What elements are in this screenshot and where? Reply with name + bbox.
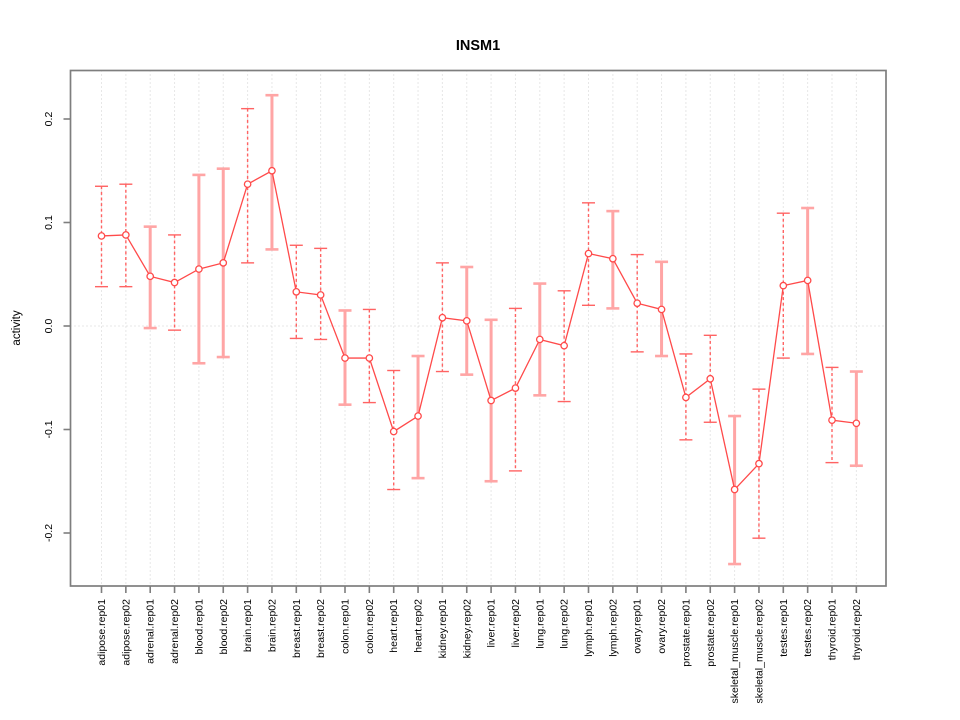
data-point-marker [730, 485, 739, 494]
x-tick-label: testes.rep01 [778, 599, 790, 657]
x-tick-label: blood.rep01 [193, 599, 205, 655]
x-tick-label: adrenal.rep02 [169, 599, 181, 664]
x-tick-label: thyroid.rep01 [827, 599, 839, 660]
data-point-marker [633, 299, 642, 308]
data-point-marker [828, 416, 836, 425]
error-bar [387, 369, 401, 491]
data-point-marker [365, 354, 374, 362]
x-tick-label: ovary.rep01 [632, 599, 644, 654]
x-tick-label: adipose.rep02 [120, 599, 132, 666]
error-bar [557, 290, 571, 403]
y-tick-label: 0.1 [43, 215, 55, 230]
data-point-marker [657, 305, 666, 314]
error-bar [825, 366, 839, 464]
y-tick-label: -0.1 [43, 420, 55, 438]
data-point-marker [584, 249, 593, 258]
data-point-marker [316, 291, 325, 299]
data-point-marker [803, 276, 812, 285]
data-point-marker [560, 341, 569, 350]
x-tick-label: colon.rep02 [364, 599, 376, 654]
x-tick-label: breast.rep01 [291, 599, 303, 658]
x-tick-label: colon.rep01 [340, 599, 352, 654]
chart-title: INSM1 [456, 38, 500, 54]
grid-layer [70, 70, 886, 586]
data-point-marker [414, 412, 422, 420]
data-point-marker [706, 374, 715, 383]
x-tick-label: kidney.rep02 [461, 599, 473, 659]
error-bar [776, 212, 790, 359]
error-bars-layer [95, 93, 863, 566]
data-point-marker [852, 419, 861, 428]
x-tick-label: lymph.rep02 [607, 599, 619, 657]
plot-border [69, 69, 887, 587]
data-point-marker [268, 166, 276, 175]
x-tick-label: prostate.rep02 [705, 599, 717, 667]
data-point-marker [779, 281, 788, 290]
data-point-marker [122, 231, 130, 239]
error-bar [630, 253, 644, 353]
series-line [101, 169, 857, 491]
series-layer [97, 166, 861, 494]
data-point-marker [511, 384, 520, 392]
data-point-marker [755, 459, 763, 468]
data-point-marker [535, 335, 544, 344]
x-tick-label: brain.rep01 [242, 599, 254, 652]
x-tick-label: blood.rep02 [218, 599, 230, 655]
y-tick-label: 0.2 [43, 112, 55, 127]
x-tick-label: thyroid.rep02 [851, 599, 863, 660]
error-bar [703, 334, 717, 423]
y-tick-label: -0.2 [43, 524, 55, 542]
y-axis-label: activity [11, 310, 23, 345]
x-tick-label: prostate.rep01 [680, 599, 692, 667]
x-tick-label: liver.rep02 [510, 599, 522, 648]
error-bar [679, 353, 693, 441]
x-tick-label: testes.rep02 [802, 599, 814, 657]
x-tick-label: ovary.rep02 [656, 599, 668, 654]
data-point-marker [389, 427, 398, 436]
x-tick-label: heart.rep02 [413, 599, 425, 653]
y-tick-label: 0.0 [43, 319, 55, 334]
x-tick-label: lung.rep02 [559, 599, 571, 649]
data-point-marker [195, 265, 203, 273]
error-bar [241, 107, 255, 264]
x-tick-label: adipose.rep01 [96, 599, 108, 666]
data-point-marker [146, 272, 155, 281]
x-tick-label: brain.rep02 [266, 599, 278, 652]
axes-layer: -0.2 -0.1 0.0 0.1 0.2 adipose.rep01 adipose.re… [43, 69, 887, 704]
data-point-marker [243, 180, 252, 189]
data-point-marker [487, 396, 495, 405]
x-tick-label: skeletal_muscle.rep02 [753, 599, 765, 704]
error-bar [435, 262, 449, 373]
data-point-marker [97, 232, 106, 240]
x-tick-label: lung.rep01 [534, 599, 546, 649]
x-tick-label: breast.rep02 [315, 599, 327, 658]
data-point-marker [608, 254, 617, 263]
x-tick-label: heart.rep01 [388, 599, 400, 653]
data-point-marker [219, 259, 228, 267]
x-tick-label: liver.rep01 [486, 599, 498, 648]
data-point-marker [462, 316, 471, 325]
x-tick-label: adrenal.rep01 [145, 599, 157, 664]
x-tick-label: skeletal_muscle.rep01 [729, 599, 741, 704]
data-point-marker [682, 393, 690, 402]
error-bar [849, 370, 863, 468]
data-point-marker [170, 278, 179, 287]
data-point-marker [438, 313, 447, 322]
error-bar [95, 185, 108, 288]
x-tick-label: lymph.rep01 [583, 599, 595, 657]
data-point-marker [341, 354, 349, 362]
data-point-marker [292, 287, 301, 296]
x-tick-label: kidney.rep01 [437, 599, 449, 659]
